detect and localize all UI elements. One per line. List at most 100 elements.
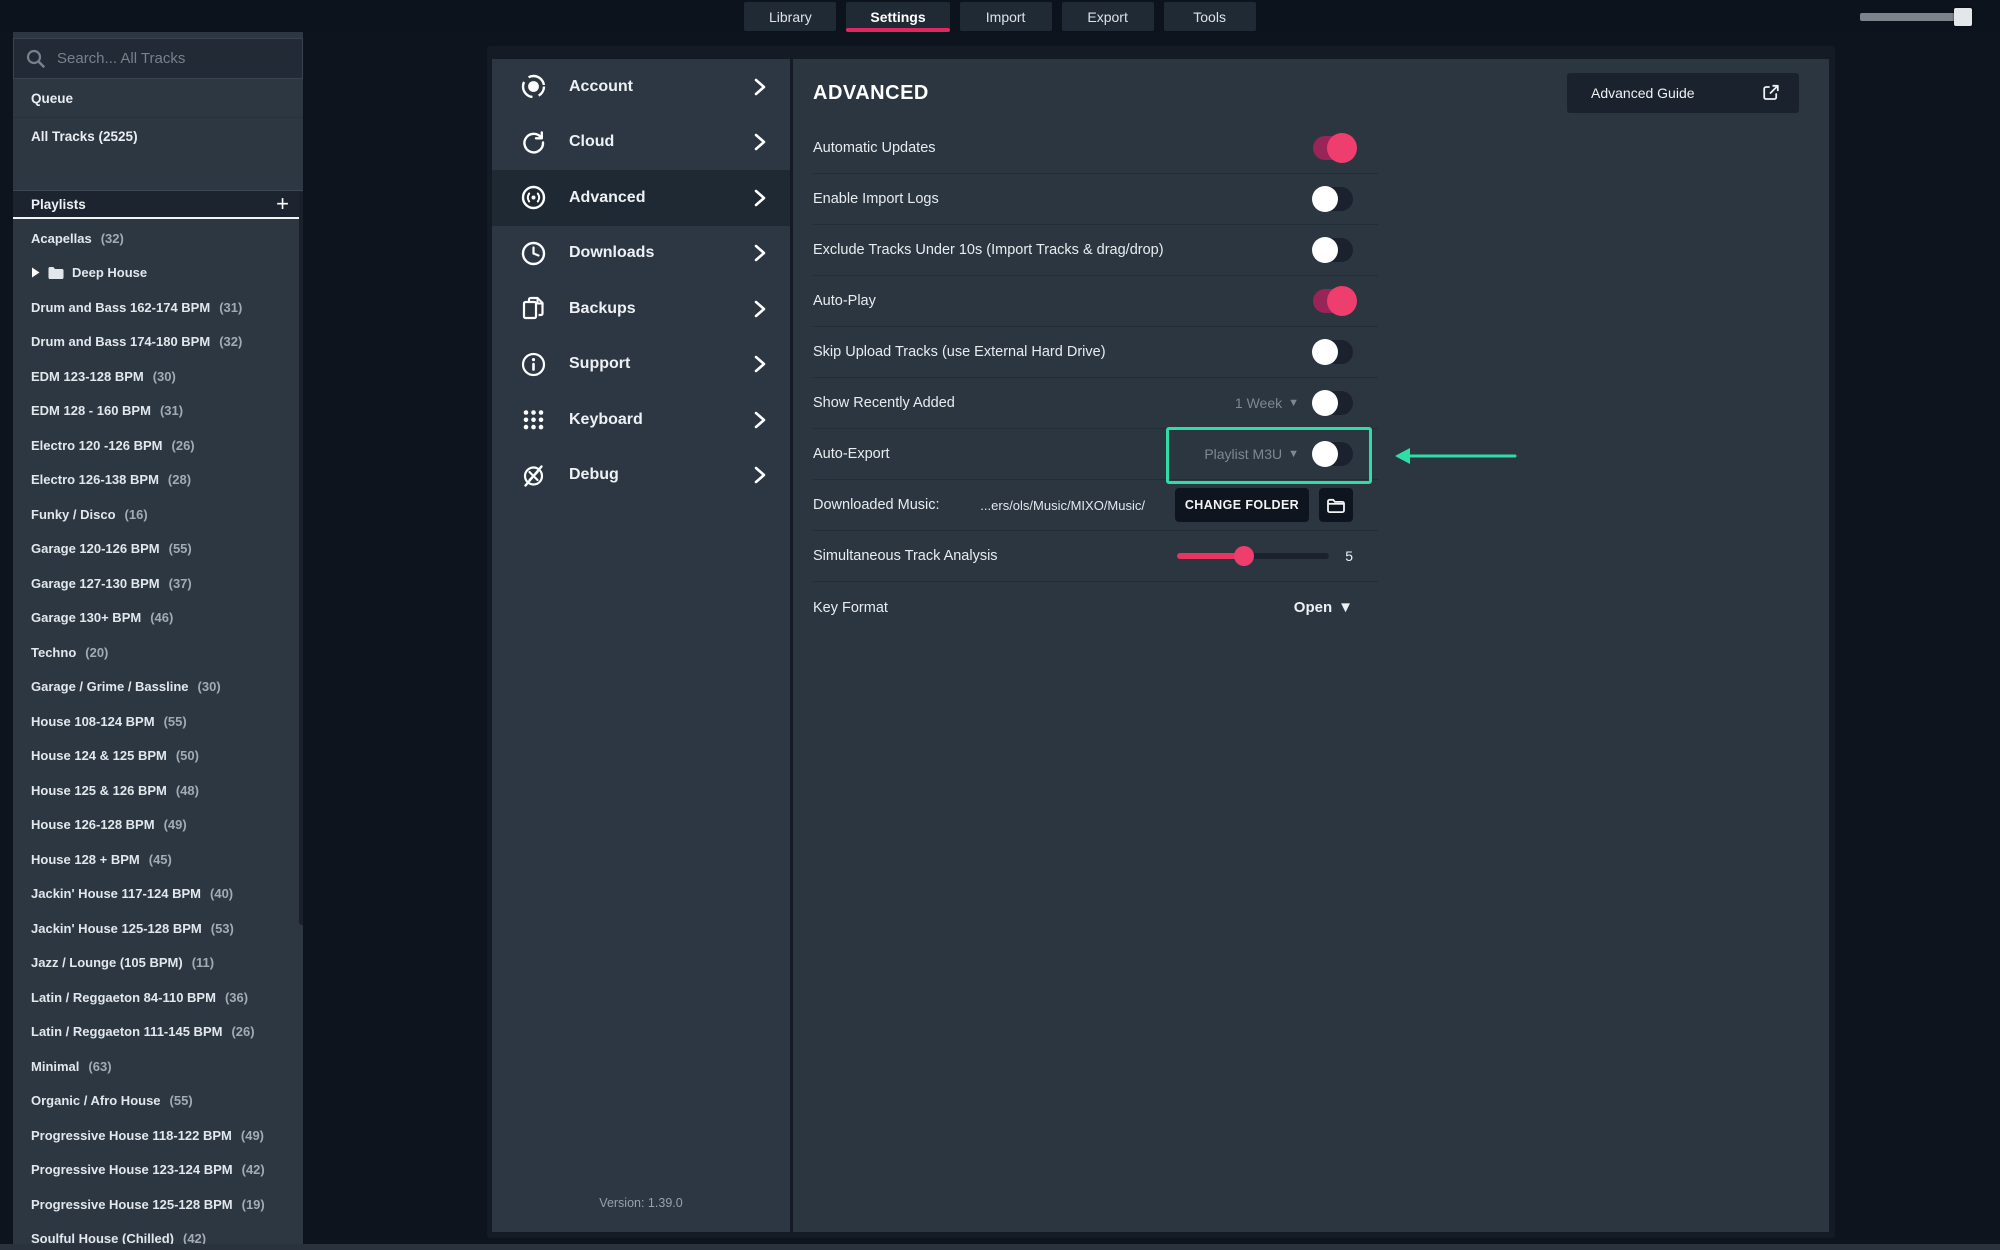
setting-row-automatic-updates: Automatic Updates <box>813 123 1378 174</box>
tab-export[interactable]: Export <box>1061 2 1154 31</box>
setting-row-auto-play: Auto-Play <box>813 276 1378 327</box>
list-item[interactable]: Garage / Grime / Bassline (30) <box>13 670 303 705</box>
list-item[interactable]: Electro 120 -126 BPM (26) <box>13 428 303 463</box>
list-item[interactable]: Latin / Reggaeton 111-145 BPM (26) <box>13 1015 303 1050</box>
exclude-tracks-toggle[interactable] <box>1312 237 1353 263</box>
volume-slider[interactable] <box>1860 7 1972 27</box>
list-item[interactable]: House 126-128 BPM (49) <box>13 808 303 843</box>
main-tabs: Library Settings Import Export Tools <box>0 2 2000 32</box>
playlist-count: (31) <box>159 403 184 419</box>
playlist-name: House 124 & 125 BPM <box>31 748 167 764</box>
list-item[interactable]: EDM 123-128 BPM (30) <box>13 359 303 394</box>
bottom-edge <box>0 1244 2000 1250</box>
playlists-title: Playlists <box>31 196 86 212</box>
list-item[interactable]: Deep House <box>13 256 303 291</box>
open-folder-button[interactable] <box>1319 488 1353 522</box>
list-item[interactable]: Drum and Bass 162-174 BPM (31) <box>13 290 303 325</box>
list-item[interactable]: EDM 128 - 160 BPM (31) <box>13 394 303 429</box>
advanced-guide-label: Advanced Guide <box>1591 85 1695 101</box>
nav-label: Support <box>569 355 631 373</box>
slider-handle[interactable] <box>1234 546 1255 566</box>
enable-import-logs-toggle[interactable] <box>1312 186 1353 212</box>
chevron-right-icon <box>753 188 767 208</box>
list-item[interactable]: Electro 126-138 BPM (28) <box>13 463 303 498</box>
playlist-name: Garage 127-130 BPM <box>31 575 160 591</box>
list-item[interactable]: House 108-124 BPM (55) <box>13 704 303 739</box>
list-item[interactable]: Organic / Afro House (55) <box>13 1084 303 1119</box>
playlist-count: (40) <box>210 886 234 902</box>
external-link-icon <box>1763 84 1779 100</box>
list-item[interactable]: Drum and Bass 174-180 BPM (32) <box>13 325 303 360</box>
skip-upload-toggle[interactable] <box>1312 339 1353 365</box>
sidebar-scrollbar[interactable] <box>299 192 303 925</box>
automatic-updates-toggle[interactable] <box>1313 133 1357 163</box>
settings-nav-item-advanced[interactable]: Advanced <box>492 170 790 226</box>
list-item[interactable]: Progressive House 123-124 BPM (42) <box>13 1153 303 1188</box>
sidebar-item-all-tracks[interactable]: All Tracks (2525) <box>13 117 303 155</box>
setting-label: Show Recently Added <box>813 395 955 411</box>
setting-label: Downloaded Music: <box>813 497 940 513</box>
list-item[interactable]: Soulful House (Chilled) (42) <box>13 1222 303 1250</box>
app-version: Version: 1.39.0 <box>599 1196 683 1210</box>
playlist-count: (19) <box>241 1196 265 1212</box>
list-item[interactable]: Techno (20) <box>13 635 303 670</box>
tab-settings[interactable]: Settings <box>846 2 950 32</box>
list-item[interactable]: House 124 & 125 BPM (50) <box>13 739 303 774</box>
cloud-sync-icon <box>523 131 545 154</box>
playlist-count: (11) <box>191 955 215 971</box>
list-item[interactable]: Progressive House 118-122 BPM (49) <box>13 1118 303 1153</box>
volume-handle[interactable] <box>1954 8 1972 26</box>
volume-track[interactable] <box>1860 13 1966 21</box>
settings-nav-item-support[interactable]: Support <box>492 337 790 393</box>
add-playlist-button[interactable]: + <box>276 191 289 216</box>
auto-export-toggle[interactable] <box>1312 441 1353 467</box>
playlist-count: (46) <box>150 610 174 626</box>
search-input[interactable]: Search... All Tracks <box>13 38 303 79</box>
show-recently-added-toggle[interactable] <box>1312 390 1353 416</box>
list-item[interactable]: House 128 + BPM (45) <box>13 842 303 877</box>
list-item[interactable]: Jackin' House 125-128 BPM (53) <box>13 911 303 946</box>
playlist-name: Electro 120 -126 BPM <box>31 437 163 453</box>
playlist-name: Progressive House 118-122 BPM <box>31 1127 232 1143</box>
list-item[interactable]: Garage 120-126 BPM (55) <box>13 532 303 567</box>
caret-right-icon[interactable] <box>31 267 40 278</box>
track-analysis-slider[interactable] <box>1177 546 1330 566</box>
account-icon <box>521 75 546 99</box>
change-folder-button[interactable]: CHANGE FOLDER <box>1175 488 1309 522</box>
chevron-right-icon <box>753 410 767 430</box>
list-item[interactable]: Garage 127-130 BPM (37) <box>13 566 303 601</box>
settings-nav-item-backups[interactable]: Backups <box>492 281 790 337</box>
settings-nav-item-keyboard[interactable]: Keyboard <box>492 392 790 448</box>
settings-nav-item-cloud[interactable]: Cloud <box>492 115 790 171</box>
key-format-dropdown[interactable]: Open ▼ <box>1293 599 1353 616</box>
playlist-count: (37) <box>168 575 192 591</box>
support-info-icon <box>521 352 546 376</box>
auto-export-format-dropdown[interactable]: Playlist M3U ▼ <box>1204 446 1299 462</box>
sidebar-item-queue[interactable]: Queue <box>31 90 74 106</box>
list-item[interactable]: House 125 & 126 BPM (48) <box>13 773 303 808</box>
advanced-guide-button[interactable]: Advanced Guide <box>1567 73 1799 113</box>
downloads-clock-icon <box>521 241 546 265</box>
list-item[interactable]: Minimal (63) <box>13 1049 303 1084</box>
playlist-name: Drum and Bass 162-174 BPM <box>31 299 211 315</box>
playlist-count: (31) <box>219 299 243 315</box>
setting-label: Simultaneous Track Analysis <box>813 548 998 564</box>
nav-label: Debug <box>569 466 619 484</box>
tab-tools[interactable]: Tools <box>1163 2 1256 31</box>
search-icon <box>26 49 45 68</box>
list-item[interactable]: Latin / Reggaeton 84-110 BPM (36) <box>13 980 303 1015</box>
settings-nav-item-downloads[interactable]: Downloads <box>492 226 790 282</box>
setting-label: Skip Upload Tracks (use External Hard Dr… <box>813 344 1106 360</box>
list-item[interactable]: Garage 130+ BPM (46) <box>13 601 303 636</box>
tab-import[interactable]: Import <box>959 2 1052 31</box>
tab-library[interactable]: Library <box>744 2 837 31</box>
auto-play-toggle[interactable] <box>1313 286 1357 316</box>
settings-nav-item-debug[interactable]: Debug <box>492 448 790 504</box>
list-item[interactable]: Progressive House 125-128 BPM (19) <box>13 1187 303 1222</box>
list-item[interactable]: Funky / Disco (16) <box>13 497 303 532</box>
list-item[interactable]: Jackin' House 117-124 BPM (40) <box>13 877 303 912</box>
settings-nav-item-account[interactable]: Account <box>492 59 790 115</box>
list-item[interactable]: Jazz / Lounge (105 BPM) (11) <box>13 946 303 981</box>
recently-added-dropdown[interactable]: 1 Week ▼ <box>1234 395 1299 411</box>
list-item[interactable]: Acapellas (32) <box>13 221 303 256</box>
